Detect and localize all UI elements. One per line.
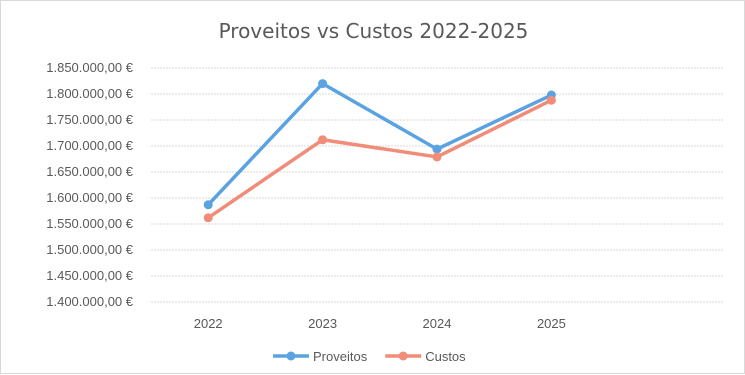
data-point <box>203 200 213 210</box>
y-tick-label: 1.750.000,00 € <box>46 112 134 127</box>
y-tick-label: 1.800.000,00 € <box>46 86 134 101</box>
x-tick-label: 2024 <box>423 316 452 331</box>
x-tick-label: 2023 <box>308 316 337 331</box>
y-tick-label: 1.400.000,00 € <box>46 294 134 309</box>
data-point <box>432 152 442 162</box>
series-line <box>206 98 554 220</box>
legend-label: Proveitos <box>313 349 368 364</box>
chart-title: Proveitos vs Custos 2022-2025 <box>218 19 529 43</box>
y-tick-label: 1.600.000,00 € <box>46 190 134 205</box>
data-point <box>432 144 442 154</box>
y-tick-label: 1.850.000,00 € <box>46 60 134 75</box>
data-point <box>203 213 213 223</box>
x-tick-label: 2022 <box>194 316 223 331</box>
data-point <box>318 135 328 145</box>
series-line <box>206 81 554 207</box>
x-tick-label: 2025 <box>537 316 566 331</box>
y-tick-label: 1.700.000,00 € <box>46 138 134 153</box>
y-tick-label: 1.500.000,00 € <box>46 242 134 257</box>
y-tick-label: 1.650.000,00 € <box>46 164 134 179</box>
data-point <box>546 95 556 105</box>
y-tick-label: 1.450.000,00 € <box>46 268 134 283</box>
y-tick-label: 1.550.000,00 € <box>46 216 134 231</box>
data-point <box>318 79 328 89</box>
legend-marker <box>286 351 296 361</box>
legend-marker <box>398 351 408 361</box>
legend-label: Custos <box>425 349 466 364</box>
